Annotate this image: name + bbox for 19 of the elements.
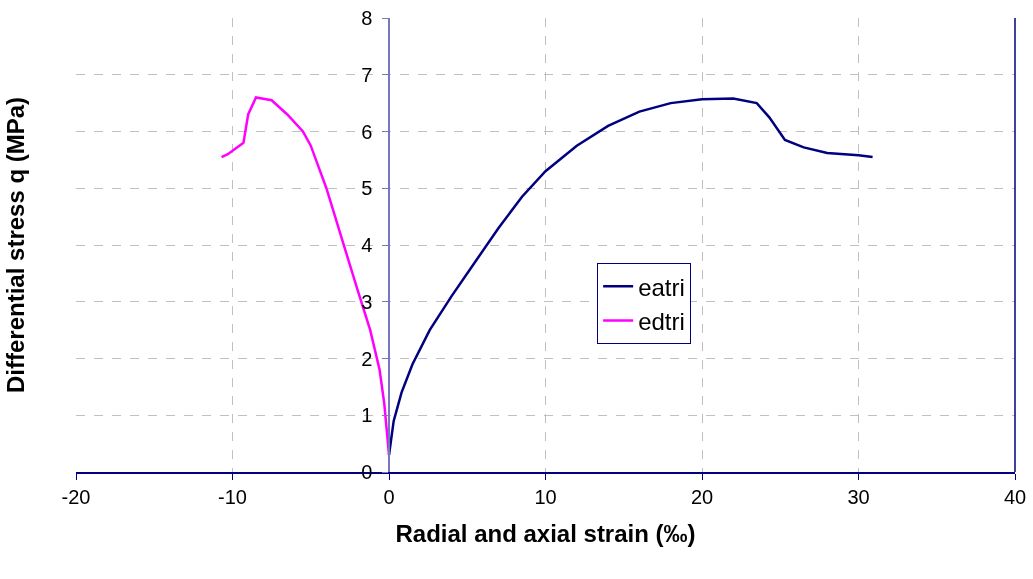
- x-tick-label: 10: [534, 485, 557, 508]
- x-tick-label: -20: [61, 485, 91, 508]
- y-tick-label: 3: [361, 290, 373, 313]
- x-tick-label: 30: [847, 485, 870, 508]
- legend-label: edtri: [638, 307, 685, 335]
- y-tick-label: 8: [361, 7, 373, 29]
- y-tick-label: 4: [361, 234, 373, 256]
- legend-label: eatri: [638, 273, 685, 301]
- y-tick-label: 1: [361, 404, 373, 427]
- y-tick-label: 6: [361, 120, 373, 143]
- y-tick-label: 2: [361, 347, 373, 370]
- y-axis-title: Differential stress q (MPa): [1, 96, 29, 393]
- x-tick-label: -10: [218, 485, 247, 508]
- x-tick-label: 40: [1003, 485, 1027, 508]
- x-axis-title: Radial and axial strain (‰): [395, 519, 696, 547]
- x-tick-label: 20: [690, 485, 714, 508]
- y-tick-label: 5: [361, 177, 373, 200]
- y-tick-label: 7: [361, 63, 373, 86]
- x-tick-label: 0: [383, 485, 395, 508]
